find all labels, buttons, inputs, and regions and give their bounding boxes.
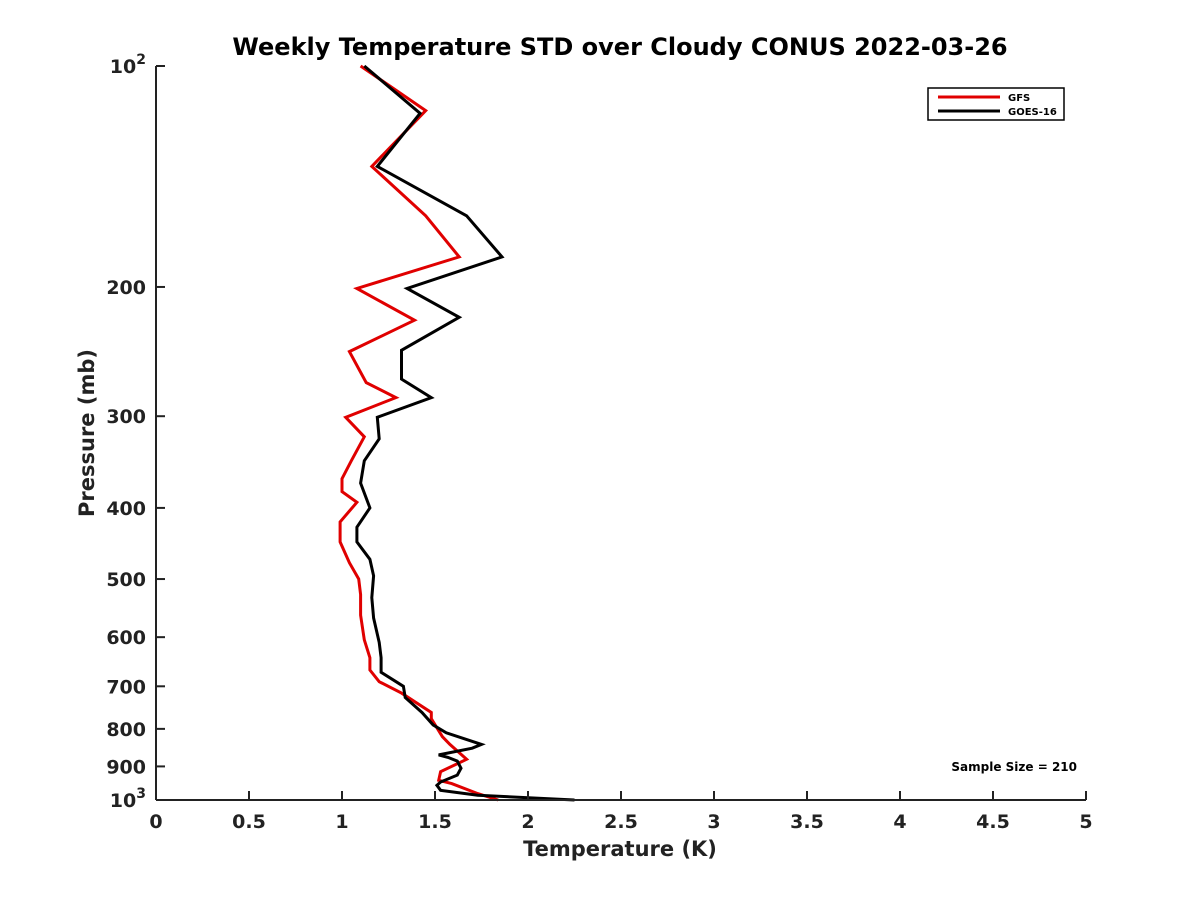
y-tick-label: 700	[106, 676, 146, 698]
x-tick-label: 1.5	[418, 811, 452, 833]
legend-box	[927, 87, 1065, 121]
x-tick-label: 0.5	[232, 811, 266, 833]
y-axis-ticks: 102 200 300 400 500 600 700 800 900 103	[106, 52, 165, 812]
series-line-goes-16	[355, 64, 575, 802]
y-tick-label: 800	[106, 719, 146, 741]
y-tick-label: 900	[106, 756, 146, 778]
axes	[155, 66, 1086, 801]
y-tick-label: 400	[106, 498, 146, 520]
legend-label: GFS	[1008, 93, 1030, 104]
x-axis-ticks: 0 0.5 1 1.5 2 2.5 3 3.5 4 4.5 5	[149, 791, 1093, 833]
x-tick-label: 5	[1079, 811, 1092, 833]
x-tick-label: 1	[335, 811, 348, 833]
y-tick-label: 300	[106, 406, 146, 428]
y-tick-label: 500	[106, 569, 146, 591]
x-tick-label: 0	[149, 811, 162, 833]
x-axis-label: Temperature (K)	[523, 837, 717, 861]
y-axis-label: Pressure (mb)	[75, 349, 99, 517]
y-tick-label: 102	[110, 52, 146, 78]
x-tick-label: 4.5	[976, 811, 1010, 833]
x-tick-label: 2.5	[604, 811, 638, 833]
y-tick-label: 200	[106, 277, 146, 299]
legend-label: GOES-16	[1008, 107, 1057, 118]
sample-size-annotation: Sample Size = 210	[951, 760, 1077, 774]
chart-title: Weekly Temperature STD over Cloudy CONUS…	[232, 33, 1007, 61]
x-tick-label: 2	[521, 811, 534, 833]
x-tick-label: 4	[893, 811, 906, 833]
x-tick-label: 3	[707, 811, 720, 833]
series-line-gfs	[338, 64, 499, 802]
y-tick-label: 103	[110, 786, 146, 812]
plot-area	[338, 64, 575, 802]
legend: GFS GOES-16	[927, 87, 1065, 121]
x-tick-label: 3.5	[790, 811, 824, 833]
y-tick-label: 600	[106, 627, 146, 649]
